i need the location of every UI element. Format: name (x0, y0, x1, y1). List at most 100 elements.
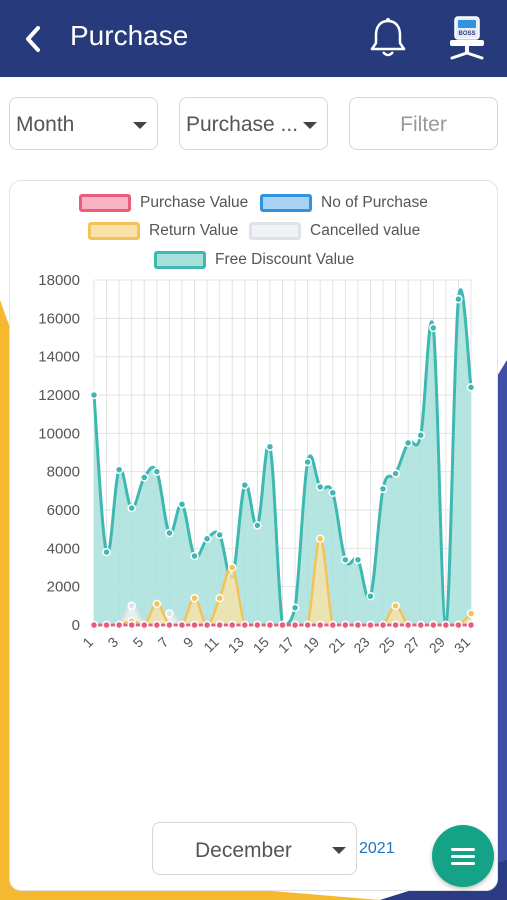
data-point-free-discount-value (391, 469, 400, 478)
data-point-free-discount-value (265, 442, 275, 451)
data-point-free-discount-value (202, 534, 212, 543)
x-tick-label: 17 (275, 634, 297, 656)
period-select-value: Month (16, 113, 75, 136)
notifications-button[interactable] (366, 16, 410, 60)
year-link[interactable]: 2021 (359, 840, 395, 857)
x-tick-label: 3 (104, 634, 121, 651)
data-point-free-discount-value (215, 530, 224, 540)
data-point-free-discount-value (290, 603, 300, 612)
profile-button[interactable]: BOSS (444, 14, 490, 62)
chevron-down-icon (303, 122, 317, 129)
purchase-chart: 0 2000 4000 6000 8000 10000 12000 14000 16000 180… (38, 272, 476, 656)
x-tick-label: 27 (401, 634, 423, 656)
y-tick-label: 18000 (38, 272, 80, 289)
period-select[interactable]: Month (9, 97, 158, 150)
data-point-purchase-value (429, 620, 438, 630)
data-point-purchase-value (416, 620, 425, 630)
x-tick-label: 23 (350, 634, 372, 656)
filter-button[interactable]: Filter (349, 97, 498, 150)
legend-label: No of Purchase (321, 194, 428, 211)
data-point-purchase-value (353, 620, 363, 630)
y-tick-label: 0 (72, 617, 80, 634)
data-point-free-discount-value (127, 503, 136, 513)
data-point-purchase-value (190, 620, 199, 630)
x-tick-label: 25 (375, 634, 397, 656)
data-point-return-value (466, 609, 476, 618)
legend-swatch (88, 222, 140, 240)
data-point-cancelled-value (127, 601, 136, 611)
x-tick-label: 13 (225, 634, 247, 656)
type-select[interactable]: Purchase ... (179, 97, 328, 150)
boss-chair-icon: BOSS (450, 16, 484, 60)
data-point-free-discount-value (165, 528, 174, 538)
legend-swatch (79, 194, 131, 212)
data-point-purchase-value (152, 620, 162, 630)
x-tick-label: 29 (426, 634, 448, 656)
boss-icon-text: BOSS (458, 31, 475, 37)
data-point-cancelled-value (165, 609, 174, 618)
data-point-purchase-value (328, 620, 338, 630)
y-tick-label: 2000 (47, 579, 80, 596)
data-point-free-discount-value (466, 383, 476, 392)
x-tick-label: 5 (130, 634, 147, 651)
data-point-purchase-value (165, 620, 174, 630)
data-point-free-discount-value (190, 551, 199, 561)
data-point-purchase-value (227, 620, 237, 630)
y-tick-label: 6000 (47, 502, 80, 519)
data-point-free-discount-value (429, 323, 438, 333)
data-point-purchase-value (403, 620, 413, 630)
data-point-return-value (215, 593, 224, 603)
x-tick-label: 31 (451, 634, 473, 656)
data-point-free-discount-value (303, 457, 312, 467)
y-tick-label: 8000 (47, 464, 80, 481)
data-point-purchase-value (177, 620, 187, 630)
chevron-down-icon (332, 847, 346, 854)
data-point-purchase-value (290, 620, 300, 630)
data-point-purchase-value (441, 620, 451, 630)
x-tick-label: 1 (79, 634, 96, 651)
data-point-purchase-value (127, 620, 136, 630)
data-point-return-value (152, 599, 162, 609)
data-point-purchase-value (466, 620, 476, 630)
back-arrow-icon (26, 26, 40, 52)
data-point-purchase-value (303, 620, 312, 630)
legend-label: Free Discount Value (215, 251, 355, 268)
chevron-down-icon (133, 122, 147, 129)
data-point-free-discount-value (89, 390, 99, 400)
data-point-purchase-value (253, 620, 262, 630)
data-point-free-discount-value (315, 482, 325, 492)
legend-label: Cancelled value (310, 222, 421, 239)
back-button[interactable] (18, 22, 52, 56)
menu-fab-button[interactable] (432, 825, 494, 887)
data-point-purchase-value (454, 620, 463, 630)
data-point-free-discount-value (403, 438, 413, 448)
y-tick-label: 4000 (47, 540, 80, 557)
data-point-purchase-value (366, 620, 375, 630)
legend-swatch (154, 251, 206, 269)
data-point-free-discount-value (253, 521, 262, 530)
data-point-free-discount-value (140, 473, 149, 482)
data-point-free-discount-value (378, 484, 388, 494)
data-point-purchase-value (140, 620, 149, 630)
legend-label: Return Value (149, 222, 239, 239)
filter-bar: Month Purchase ... Filter (0, 97, 507, 151)
data-point-purchase-value (378, 620, 388, 630)
legend-swatch (249, 222, 301, 240)
data-point-free-discount-value (152, 467, 162, 476)
x-tick-label: 19 (300, 634, 322, 656)
data-point-purchase-value (102, 620, 111, 630)
data-point-purchase-value (89, 620, 99, 630)
data-point-free-discount-value (416, 431, 425, 440)
data-point-purchase-value (315, 620, 325, 630)
month-select[interactable]: December (152, 822, 357, 875)
series-area-free-discount-value (94, 289, 471, 625)
data-point-purchase-value (202, 620, 212, 630)
data-point-purchase-value (341, 620, 350, 630)
data-point-purchase-value (240, 620, 250, 630)
data-point-purchase-value (215, 620, 224, 630)
data-point-free-discount-value (328, 488, 338, 497)
bell-icon (370, 18, 406, 57)
data-point-free-discount-value (454, 294, 463, 304)
data-point-free-discount-value (114, 465, 124, 474)
data-point-free-discount-value (341, 555, 350, 565)
